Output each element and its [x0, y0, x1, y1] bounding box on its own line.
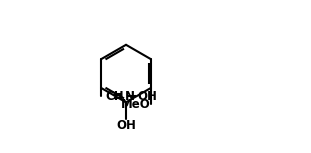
- Text: N: N: [125, 90, 135, 103]
- Text: OH: OH: [116, 119, 136, 132]
- Text: CH: CH: [105, 90, 124, 103]
- Text: OH: OH: [137, 90, 157, 103]
- Text: MeO: MeO: [120, 98, 150, 111]
